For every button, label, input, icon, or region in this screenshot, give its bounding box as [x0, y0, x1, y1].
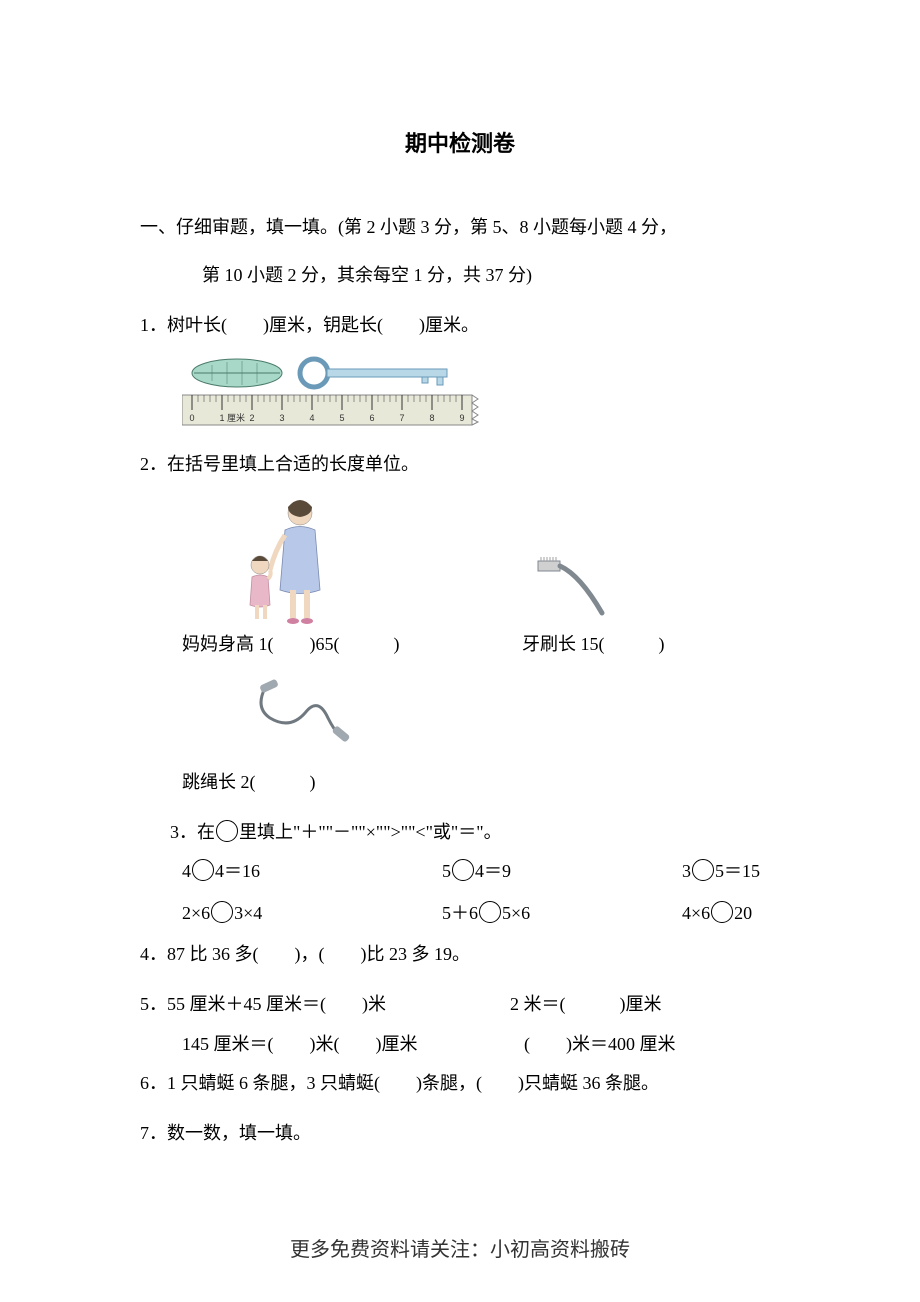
q3-r2c1: 2×6 3×4	[182, 894, 442, 934]
q3-r2-d: 5×6	[502, 903, 530, 923]
tick-4: 4	[309, 413, 314, 423]
q3-r2-b: 3×4	[234, 903, 262, 923]
q3-r2-a: 2×6	[182, 903, 210, 923]
circle-icon	[216, 820, 238, 842]
tick-8: 8	[429, 413, 434, 423]
q3-r1-c: 5	[442, 861, 451, 881]
q3-suffix: 里填上"＋""－""×"">""<"或"＝"。	[239, 822, 502, 842]
mom-child-icon	[230, 495, 340, 625]
section1-intro-line1: 一、仔细审题，填一填。(第 2 小题 3 分，第 5、8 小题每小题 4 分，	[140, 208, 780, 248]
tick-0: 0	[189, 413, 194, 423]
tick-7: 7	[399, 413, 404, 423]
q3-prefix: 3．在	[170, 822, 215, 842]
q4-text: 4．87 比 36 多( )，( )比 23 多 19。	[140, 935, 780, 975]
circle-icon	[692, 859, 714, 881]
q5-line2-left: 145 厘米＝( )米( )厘米	[182, 1025, 524, 1065]
q3-text: 3．在 里填上"＋""－""×"">""<"或"＝"。	[140, 813, 780, 853]
tick-3: 3	[279, 413, 284, 423]
q5-line2-right: ( )米＝400 厘米	[524, 1025, 676, 1065]
q5-line1-left: 5．55 厘米＋45 厘米＝( )米	[140, 985, 510, 1025]
circle-icon	[452, 859, 474, 881]
q2-rope-label: 跳绳长 2( )	[140, 763, 780, 803]
circle-icon	[192, 859, 214, 881]
page-title: 期中检测卷	[140, 120, 780, 168]
q3-r2-e: 4×6	[682, 903, 710, 923]
q2-mom-label: 妈妈身高 1( )65( )	[182, 625, 522, 665]
q6-text: 6．1 只蜻蜓 6 条腿，3 只蜻蜓( )条腿，( )只蜻蜓 36 条腿。	[140, 1064, 780, 1104]
circle-icon	[479, 901, 501, 923]
q3-r1-d: 4＝9	[475, 861, 511, 881]
tick-1: 1	[219, 413, 224, 423]
tick-6: 6	[369, 413, 374, 423]
footer-text: 更多免费资料请关注：小初高资料搬砖	[0, 1228, 920, 1272]
tick-5: 5	[339, 413, 344, 423]
q3-r1-f: 5＝15	[715, 861, 760, 881]
toothbrush-icon	[530, 555, 610, 625]
jump-rope-icon	[250, 678, 350, 748]
q2-text: 2．在括号里填上合适的长度单位。	[140, 445, 780, 485]
q3-r2c3: 4×6 20	[682, 894, 752, 934]
ruler-figure: 0 1 2 3 4 5 6 7 8 9 厘米	[140, 355, 780, 435]
unit-label: 厘米	[227, 412, 245, 423]
section1-intro-line2: 第 10 小题 2 分，其余每空 1 分，共 37 分)	[140, 256, 780, 296]
q3-r1-b: 4＝16	[215, 861, 260, 881]
q3-r1c2: 5 4＝9	[442, 852, 682, 892]
q3-r2c2: 5＋6 5×6	[442, 894, 682, 934]
tick-2: 2	[249, 413, 254, 423]
circle-icon	[711, 901, 733, 923]
q3-r2-c: 5＋6	[442, 903, 478, 923]
q5-line1-right: 2 米＝( )厘米	[510, 985, 662, 1025]
q3-r1-e: 3	[682, 861, 691, 881]
q7-text: 7．数一数，填一填。	[140, 1114, 780, 1154]
q2-brush-label: 牙刷长 15( )	[522, 625, 665, 665]
q3-r1c1: 4 4＝16	[182, 852, 442, 892]
q1-text: 1．树叶长( )厘米，钥匙长( )厘米。	[140, 306, 780, 346]
q3-r1c3: 3 5＝15	[682, 852, 760, 892]
circle-icon	[211, 901, 233, 923]
q3-r2-f: 20	[734, 903, 752, 923]
q3-r1-a: 4	[182, 861, 191, 881]
tick-9: 9	[459, 413, 464, 423]
